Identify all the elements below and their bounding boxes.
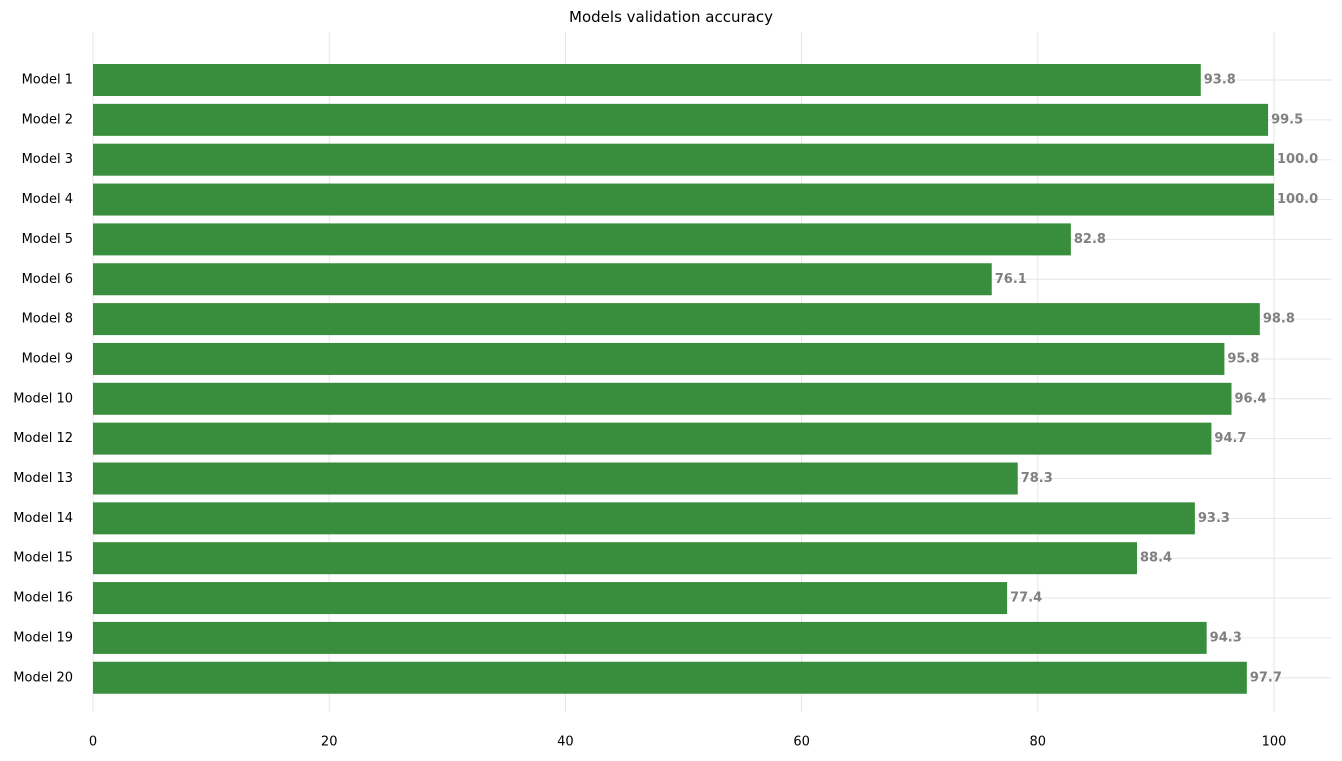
x-tick-label: 100 bbox=[1262, 735, 1287, 750]
bar bbox=[93, 64, 1201, 96]
y-tick-label: Model 9 bbox=[22, 351, 73, 366]
value-label: 93.3 bbox=[1198, 511, 1230, 526]
y-tick-label: Model 14 bbox=[13, 511, 73, 526]
value-label: 88.4 bbox=[1140, 551, 1172, 566]
value-label: 78.3 bbox=[1021, 471, 1053, 486]
bar bbox=[93, 143, 1274, 176]
bar bbox=[93, 382, 1232, 415]
bar bbox=[93, 263, 992, 296]
y-tick-label: Model 6 bbox=[22, 272, 73, 287]
value-label: 94.7 bbox=[1214, 431, 1246, 446]
value-label: 98.8 bbox=[1263, 312, 1295, 327]
value-label: 95.8 bbox=[1227, 351, 1259, 366]
value-label: 93.8 bbox=[1204, 73, 1236, 88]
y-tick-label: Model 15 bbox=[13, 551, 73, 566]
bar bbox=[93, 422, 1212, 455]
y-tick-label: Model 12 bbox=[13, 431, 73, 446]
x-tick-label: 40 bbox=[557, 735, 574, 750]
value-label: 100.0 bbox=[1277, 152, 1318, 167]
y-tick-label: Model 10 bbox=[13, 391, 73, 406]
value-label: 100.0 bbox=[1277, 192, 1318, 207]
bar bbox=[93, 462, 1018, 495]
chart-title: Models validation accuracy bbox=[569, 8, 773, 26]
bar bbox=[93, 303, 1260, 336]
value-label: 99.5 bbox=[1271, 112, 1303, 127]
y-tick-label: Model 2 bbox=[22, 112, 73, 127]
bar bbox=[93, 542, 1138, 575]
y-tick-label: Model 4 bbox=[22, 192, 73, 207]
y-tick-label: Model 13 bbox=[13, 471, 73, 486]
value-label: 96.4 bbox=[1234, 391, 1266, 406]
bar bbox=[93, 183, 1274, 216]
value-label: 94.3 bbox=[1210, 630, 1242, 645]
bar bbox=[93, 103, 1269, 136]
y-tick-label: Model 8 bbox=[22, 312, 73, 327]
bar bbox=[93, 661, 1247, 694]
bar bbox=[93, 223, 1071, 256]
y-tick-label: Model 19 bbox=[13, 630, 73, 645]
bar bbox=[93, 621, 1207, 654]
y-tick-label: Model 1 bbox=[22, 73, 73, 88]
value-label: 77.4 bbox=[1010, 591, 1042, 606]
y-tick-label: Model 16 bbox=[13, 591, 73, 606]
bar bbox=[93, 342, 1225, 375]
x-tick-label: 0 bbox=[89, 735, 97, 750]
value-label: 82.8 bbox=[1074, 232, 1106, 247]
x-tick-label: 60 bbox=[793, 735, 810, 750]
y-tick-label: Model 5 bbox=[22, 232, 73, 247]
value-label: 76.1 bbox=[995, 272, 1027, 287]
value-label: 97.7 bbox=[1250, 670, 1282, 685]
bar bbox=[93, 502, 1195, 535]
y-tick-label: Model 3 bbox=[22, 152, 73, 167]
x-tick-label: 20 bbox=[321, 735, 338, 750]
bar bbox=[93, 582, 1008, 615]
x-tick-label: 80 bbox=[1030, 735, 1047, 750]
y-tick-label: Model 20 bbox=[13, 670, 73, 685]
